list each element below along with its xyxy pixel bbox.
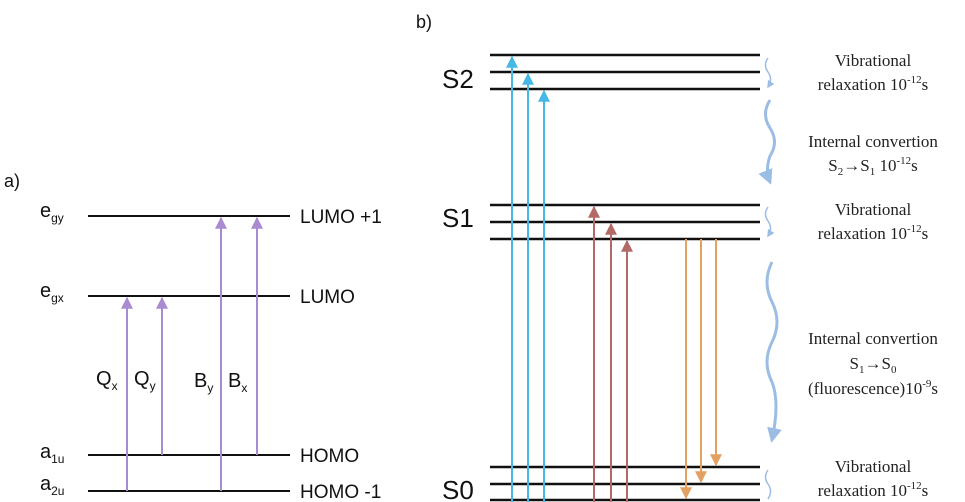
vibrational-relaxation-wave-s1 [764, 206, 775, 238]
orbital-symmetry-label: egx [40, 280, 64, 305]
transition-label: Qy [134, 368, 156, 393]
vibrational-relaxation-wave-s0 [764, 469, 772, 500]
panel-a-label: a) [4, 171, 20, 191]
state-label-s0: S0 [442, 475, 474, 502]
internal-conversion-wave-s2-s1 [758, 99, 776, 185]
orbital-symmetry-label: a1u [40, 441, 64, 466]
annotation-text: S2→S1 10-12s [828, 155, 917, 178]
panel-a: a) egy egx a1u a2u LUMO +1 LUMO HOMO HOM… [4, 171, 382, 502]
orbital-name-label: HOMO -1 [300, 482, 381, 502]
annotation-text: Vibrational [835, 200, 912, 219]
vibrational-relaxation-wave-s2 [764, 57, 775, 89]
orbital-name-label: LUMO [300, 287, 355, 308]
annotation-text: Vibrational [835, 51, 912, 70]
annotation-text: relaxation 10-12s [818, 223, 929, 243]
panel-b-label: b) [416, 12, 432, 32]
transition-label: By [194, 370, 213, 395]
transition-label: Qx [96, 368, 118, 393]
annotation-text: Internal convertion [808, 132, 938, 151]
annotation-text: (fluorescence)10-9s [808, 378, 938, 398]
state-label-s2: S2 [442, 64, 474, 94]
annotation-text: S1→S0 [850, 354, 897, 376]
annotation-text: relaxation 10-12s [818, 74, 929, 94]
annotation-text: Internal convertion [808, 329, 938, 348]
state-label-s1: S1 [442, 203, 474, 233]
annotation-text: relaxation 10-12s [818, 480, 929, 500]
panel-b: b) S2 S1 S0 [416, 12, 938, 502]
internal-conversion-wave-s1-s0 [765, 261, 782, 443]
annotation-text: Vibrational [835, 457, 912, 476]
orbital-symmetry-label: egy [40, 200, 64, 225]
orbital-name-label: HOMO [300, 446, 359, 467]
transition-label: Bx [228, 370, 247, 395]
orbital-symmetry-label: a2u [40, 473, 64, 498]
orbital-name-label: LUMO +1 [300, 207, 382, 228]
